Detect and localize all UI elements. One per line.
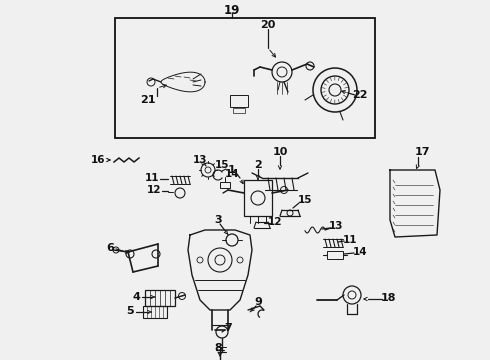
Text: 13: 13 [329, 221, 343, 231]
Bar [230, 95, 248, 107]
Text: 12: 12 [268, 217, 282, 227]
Bar [244, 180, 272, 216]
Text: 22: 22 [352, 90, 368, 100]
Text: 13: 13 [193, 155, 207, 165]
Text: 10: 10 [272, 147, 288, 157]
Text: 15: 15 [298, 195, 312, 205]
Bar [145, 290, 175, 306]
Text: 19: 19 [224, 4, 240, 17]
Text: 8: 8 [214, 343, 222, 353]
Text: 2: 2 [254, 160, 262, 170]
Text: 6: 6 [106, 243, 114, 253]
Text: 21: 21 [140, 95, 156, 105]
Text: 7: 7 [224, 323, 232, 333]
Text: 1: 1 [228, 165, 236, 175]
Text: 5: 5 [126, 306, 134, 316]
Text: 17: 17 [414, 147, 430, 157]
Text: 4: 4 [132, 292, 140, 302]
Text: 3: 3 [214, 215, 222, 225]
Bar [143, 306, 167, 318]
Text: 14: 14 [353, 247, 368, 257]
Bar [115, 18, 375, 138]
Text: 11: 11 [145, 173, 159, 183]
Text: 12: 12 [147, 185, 161, 195]
Text: 11: 11 [343, 235, 357, 245]
Bar [233, 108, 245, 113]
Text: 18: 18 [380, 293, 396, 303]
Text: 15: 15 [215, 160, 229, 170]
Text: 14: 14 [225, 169, 239, 179]
Text: 9: 9 [254, 297, 262, 307]
Bar [220, 182, 230, 188]
Text: 20: 20 [260, 20, 276, 30]
Bar [327, 251, 343, 259]
Text: 16: 16 [91, 155, 105, 165]
